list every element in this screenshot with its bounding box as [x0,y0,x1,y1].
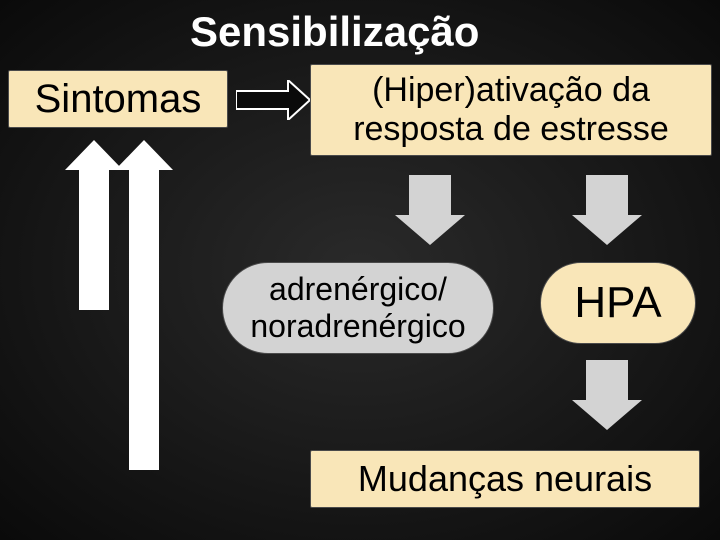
arrow-hpa-to-mudancas [572,360,642,430]
node-adrenergico-label: adrenérgico/noradrenérgico [250,271,465,345]
arrow-hiper-to-hpa [572,175,642,245]
node-sintomas-label: Sintomas [35,76,202,122]
node-hpa-label: HPA [574,278,661,329]
node-mudancas-neurais: Mudanças neurais [310,450,700,508]
arrow-sintomas-to-hiper [236,80,310,120]
arrow-mudancas-to-sintomas [115,140,173,470]
node-hpa: HPA [540,262,696,344]
diagram-title: Sensibilização [190,8,479,56]
node-adrenergico: adrenérgico/noradrenérgico [222,262,494,354]
node-hiperativacao-label: (Hiper)ativação daresposta de estresse [353,71,669,149]
node-mudancas-label: Mudanças neurais [358,458,652,499]
node-hiperativacao: (Hiper)ativação daresposta de estresse [310,64,712,156]
node-sintomas: Sintomas [8,70,228,128]
arrow-hiper-to-adrenergico [395,175,465,245]
